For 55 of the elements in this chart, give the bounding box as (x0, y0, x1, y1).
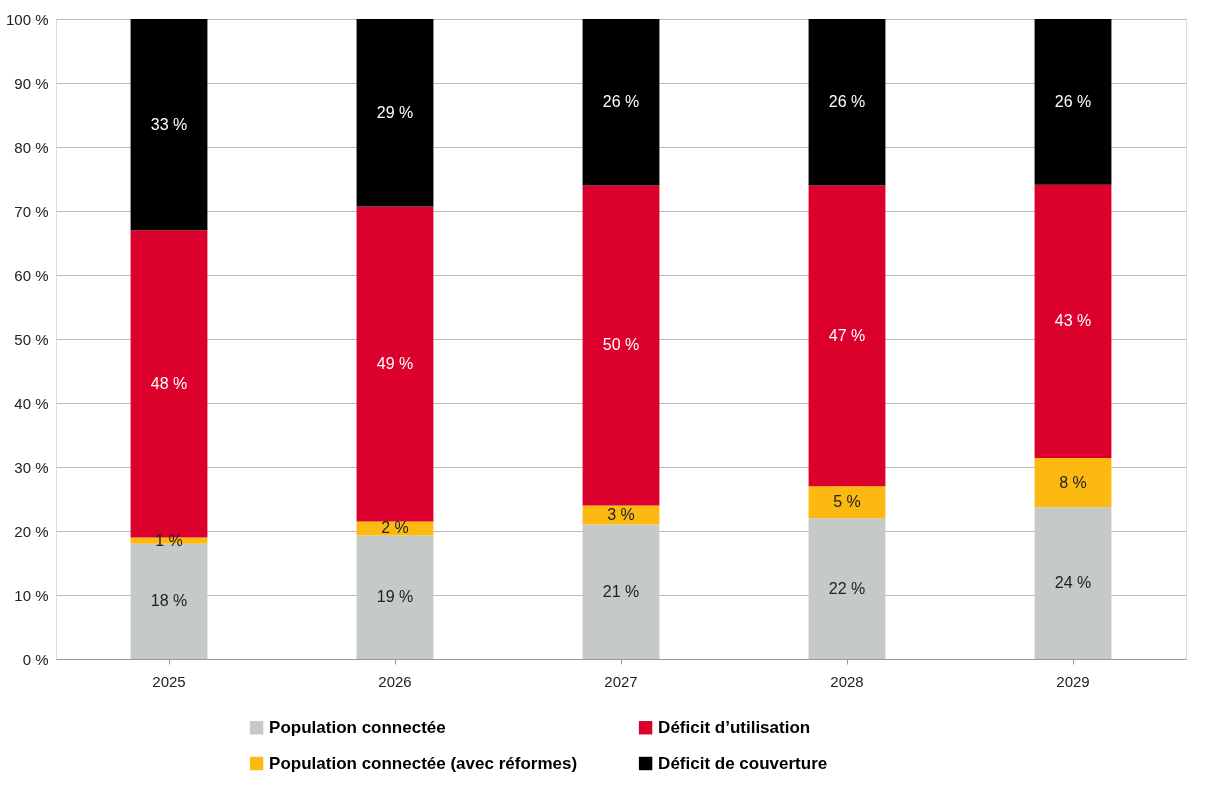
bar (356, 206, 434, 522)
data-label: 22 % (828, 579, 866, 597)
bar (1034, 184, 1112, 459)
legend-label: Déficit d’utilisation (658, 717, 811, 737)
y-tick-label: 90 % (14, 74, 49, 92)
data-label: 26 % (828, 93, 866, 111)
x-tick-label: 2028 (830, 672, 864, 690)
data-label: 21 % (602, 582, 640, 600)
y-tick-label: 50 % (14, 330, 49, 348)
bar (808, 185, 886, 487)
bar (582, 19, 660, 186)
data-label: 26 % (602, 93, 640, 111)
data-label: 3 % (607, 506, 635, 523)
y-tick-label: 30 % (14, 458, 49, 476)
bar (582, 524, 660, 659)
bar (1034, 458, 1112, 508)
data-label: 18 % (150, 592, 188, 610)
bar (1034, 19, 1112, 185)
data-label: 2 % (381, 519, 409, 537)
y-tick-label: 40 % (14, 394, 49, 412)
y-tick-label: 0 % (22, 650, 49, 668)
legend-label: Population connectée (269, 717, 446, 737)
data-label: 24 % (1054, 574, 1092, 592)
y-tick-label: 80 % (14, 138, 49, 156)
bar (582, 505, 660, 525)
data-label: 26 % (1054, 92, 1092, 110)
bar (1034, 507, 1112, 659)
data-label: 50 % (602, 336, 640, 354)
data-label: 8 % (1059, 473, 1087, 491)
data-label: 5 % (833, 493, 861, 511)
x-tick-label: 2029 (1056, 672, 1090, 690)
x-tick-label: 2026 (378, 672, 412, 690)
bar (808, 486, 886, 519)
bar (808, 518, 886, 659)
data-label: 48 % (150, 374, 188, 392)
bar (130, 19, 208, 231)
bar (808, 19, 886, 186)
data-label: 29 % (376, 103, 414, 121)
data-label: 47 % (828, 326, 866, 344)
data-label: 19 % (376, 588, 414, 606)
y-tick-label: 10 % (14, 586, 49, 604)
data-label: 49 % (376, 354, 414, 372)
y-tick-label: 70 % (14, 202, 49, 220)
x-tick-label: 2025 (152, 672, 186, 690)
bar (356, 535, 434, 659)
y-tick-label: 60 % (14, 266, 49, 284)
y-tick-label: 20 % (14, 522, 49, 540)
y-tick-label: 100 % (5, 10, 49, 28)
legend-label: Population connectée (avec réformes) (269, 753, 578, 773)
data-label: 43 % (1054, 312, 1092, 330)
bar (582, 185, 660, 506)
legend-label: Déficit de couverture (658, 753, 828, 773)
data-label: 33 % (150, 115, 188, 133)
bar (356, 19, 434, 207)
x-tick-label: 2027 (604, 672, 638, 690)
